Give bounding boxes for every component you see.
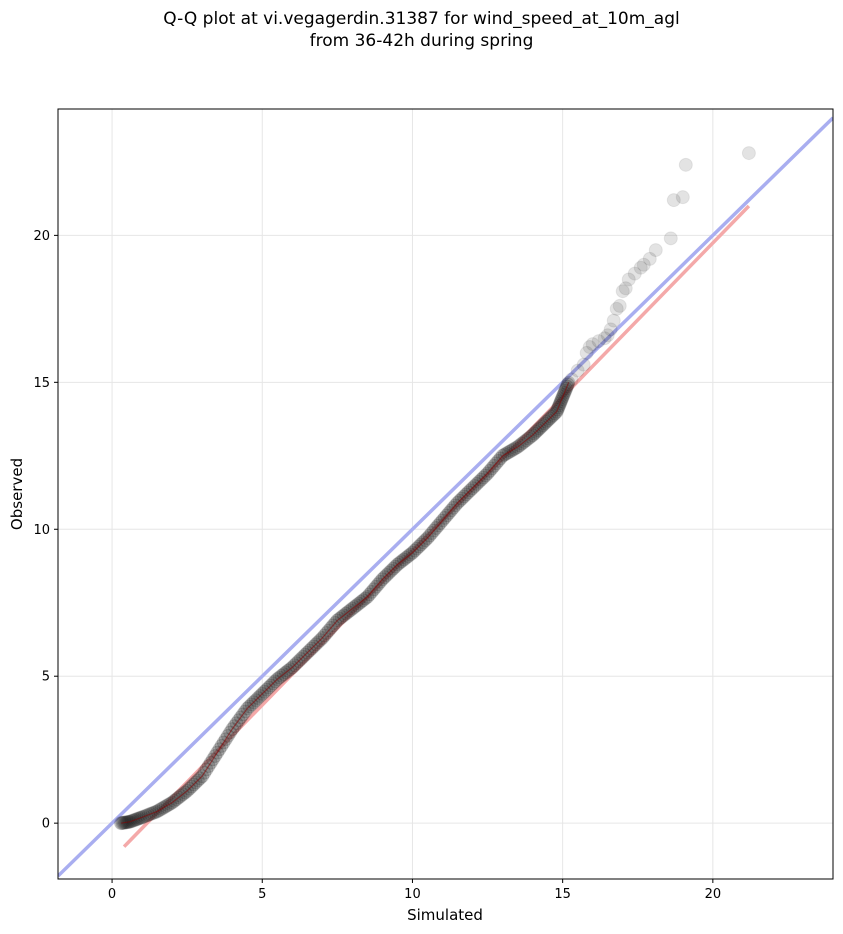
plot-area [58, 116, 833, 878]
x-tick-label: 15 [554, 887, 571, 902]
x-axis-label: Simulated [407, 906, 483, 924]
y-tick-label: 15 [33, 376, 50, 391]
qq-tail-point [591, 334, 606, 349]
qq-tail-point [576, 357, 591, 372]
qq-tail-point [675, 190, 690, 205]
qq-point [114, 816, 129, 831]
plot-frame [57, 108, 834, 880]
y-tick-label: 10 [33, 523, 50, 538]
qq-tail-point [615, 284, 630, 299]
chart-title: Q-Q plot at vi.vegagerdin.31387 for wind… [0, 8, 843, 52]
y-tick-label: 5 [42, 670, 50, 685]
x-tick-label: 20 [705, 887, 722, 902]
qq-tail-point [633, 260, 648, 275]
chart-title-line-2: from 36-42h during spring [309, 31, 534, 51]
qq-tail-point [603, 322, 618, 337]
qq-tail-point [618, 281, 633, 296]
qq-tail-point [597, 331, 612, 346]
y-axis-label: Observed [8, 458, 26, 530]
qq-tail-point [621, 272, 636, 287]
qq-tail-point [582, 340, 597, 355]
qq-tail-point [585, 337, 600, 352]
identity-line [58, 116, 833, 878]
qq-tail-point [612, 298, 627, 313]
x-tick-label: 5 [258, 887, 266, 902]
qq-tail-point [678, 157, 693, 172]
axis-ticks: 0 5 10 15 20 0 5 10 15 20 [33, 229, 721, 902]
x-tick-label: 10 [404, 887, 421, 902]
qq-tail-point [663, 231, 678, 246]
qq-tail-point [627, 266, 642, 281]
qq-tail-point [570, 363, 585, 378]
dense-trace [121, 382, 570, 824]
qq-tail-point [642, 251, 657, 266]
qq-tail-point [600, 328, 615, 343]
y-tick-label: 20 [33, 229, 50, 244]
qq-tail-point [666, 193, 681, 208]
qq-tail-point [606, 313, 621, 328]
qq-tail-point [579, 345, 594, 360]
qq-tail-point [609, 301, 624, 316]
qq-tail-point [636, 257, 651, 272]
grid-lines [58, 109, 833, 879]
qq-tail-point [741, 146, 756, 161]
x-tick-label: 0 [108, 887, 116, 902]
fit-line [122, 204, 751, 848]
chart-title-line-1: Q-Q plot at vi.vegagerdin.31387 for wind… [163, 9, 680, 29]
qq-tail-point [564, 372, 579, 387]
y-tick-label: 0 [42, 817, 50, 832]
qq-tail-point [648, 243, 663, 258]
